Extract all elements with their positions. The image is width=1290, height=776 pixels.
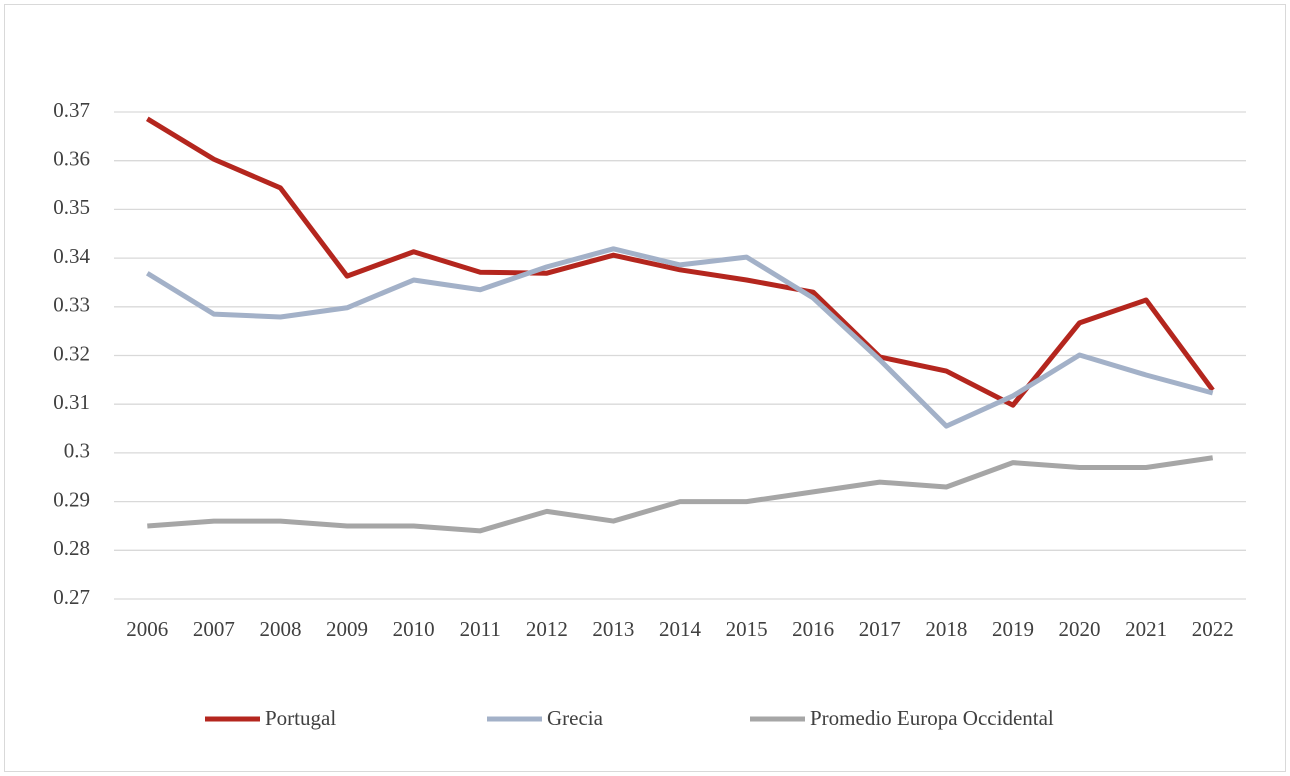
y-tick-label: 0.36: [53, 147, 90, 171]
y-tick-label: 0.27: [53, 585, 90, 609]
chart-border: [4, 4, 1286, 772]
x-tick-label: 2009: [326, 617, 368, 641]
legend-label: Grecia: [547, 706, 604, 730]
x-tick-label: 2013: [592, 617, 634, 641]
legend-label: Promedio Europa Occidental: [810, 706, 1054, 730]
y-tick-label: 0.3: [64, 439, 90, 463]
y-tick-label: 0.29: [53, 487, 90, 511]
x-tick-label: 2017: [859, 617, 901, 641]
x-tick-label: 2006: [126, 617, 168, 641]
x-tick-label: 2015: [726, 617, 768, 641]
x-tick-label: 2022: [1192, 617, 1234, 641]
x-tick-label: 2016: [792, 617, 834, 641]
series-line: [147, 455, 1214, 534]
y-tick-label: 0.32: [53, 341, 90, 365]
x-tick-label: 2010: [393, 617, 435, 641]
legend-label: Portugal: [265, 706, 336, 730]
x-tick-label: 2014: [659, 617, 702, 641]
y-tick-label: 0.31: [53, 390, 90, 414]
x-tick-label: 2011: [460, 617, 501, 641]
y-tick-label: 0.37: [53, 98, 90, 122]
y-tick-label: 0.35: [53, 195, 90, 219]
series-line: [145, 116, 1215, 408]
x-tick-label: 2020: [1059, 617, 1101, 641]
x-tick-label: 2012: [526, 617, 568, 641]
series-line: [145, 246, 1214, 429]
x-tick-label: 2007: [193, 617, 235, 641]
y-tick-label: 0.28: [53, 536, 90, 560]
x-tick-label: 2008: [259, 617, 301, 641]
x-tick-label: 2018: [925, 617, 967, 641]
y-tick-label: 0.34: [53, 244, 90, 268]
x-tick-label: 2019: [992, 617, 1034, 641]
y-tick-label: 0.33: [53, 293, 90, 317]
x-tick-label: 2021: [1125, 617, 1167, 641]
